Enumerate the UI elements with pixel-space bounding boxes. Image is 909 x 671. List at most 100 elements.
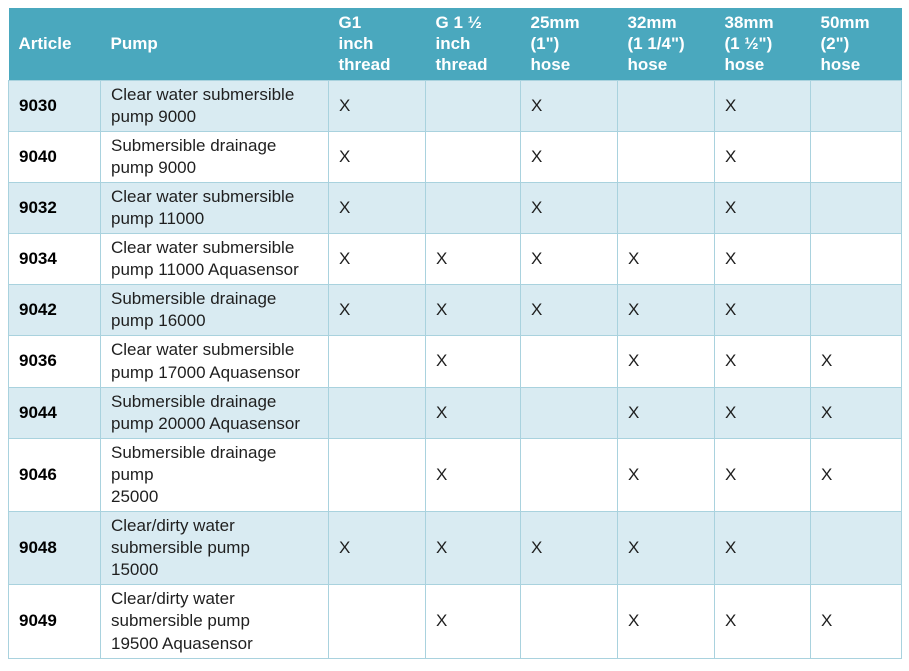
mark-cell: X	[714, 130, 811, 183]
mark-cell	[520, 335, 618, 388]
pump-cell: Clear water submersible pump 17000 Aquas…	[100, 335, 329, 388]
pump-cell: Clear/dirty water submersible pump 15000	[100, 511, 329, 586]
pump-cell: Clear water submersible pump 11000	[100, 181, 329, 235]
table-row: 9048 Clear/dirty water submersible pump 1…	[8, 511, 902, 586]
mark-cell	[617, 79, 715, 132]
column-header: G 1 ½ inch thread	[425, 8, 521, 80]
mark-cell	[810, 130, 902, 183]
mark-cell: X	[617, 437, 715, 513]
article-cell: 9048	[8, 511, 101, 586]
table-row: 9030 Clear water submersible pump 9000 X X X	[8, 79, 902, 132]
mark-cell	[810, 181, 902, 235]
column-header: 50mm (2") hose	[810, 8, 902, 80]
table-row: 9049 Clear/dirty water submersible pump 1…	[8, 584, 902, 659]
mark-cell: X	[714, 79, 811, 132]
mark-cell	[810, 284, 902, 337]
pump-cell: Submersible drainage pump 9000	[100, 130, 329, 183]
header-row: Article Pump G1 inch thread G 1 ½ inch thre…	[8, 8, 902, 80]
mark-cell	[328, 437, 426, 513]
mark-cell	[425, 79, 521, 132]
mark-cell	[810, 233, 902, 286]
mark-cell	[328, 584, 426, 659]
mark-cell: X	[425, 437, 521, 513]
column-header: 25mm (1") hose	[520, 8, 618, 80]
mark-cell: X	[520, 511, 618, 586]
pump-compatibility-table: Article Pump G1 inch thread G 1 ½ inch thre…	[8, 8, 902, 659]
article-cell: 9044	[8, 386, 101, 439]
table-row: 9032 Clear water submersible pump 11000 X X…	[8, 181, 902, 235]
mark-cell: X	[520, 79, 618, 132]
mark-cell: X	[714, 437, 811, 513]
mark-cell	[520, 386, 618, 439]
mark-cell	[328, 335, 426, 388]
table-row: 9044 Submersible drainage pump 20000 Aqua…	[8, 386, 902, 439]
mark-cell: X	[328, 181, 426, 235]
column-header: Pump	[100, 8, 329, 80]
mark-cell: X	[714, 284, 811, 337]
column-header: Article	[8, 8, 101, 80]
mark-cell: X	[617, 233, 715, 286]
mark-cell: X	[328, 284, 426, 337]
mark-cell: X	[520, 284, 618, 337]
table-row: 9046 Submersible drainage pump 25000 X X X X	[8, 437, 902, 513]
mark-cell: X	[328, 79, 426, 132]
mark-cell: X	[714, 386, 811, 439]
mark-cell: X	[714, 511, 811, 586]
mark-cell	[520, 437, 618, 513]
mark-cell: X	[425, 386, 521, 439]
table-row: 9034 Clear water submersible pump 11000 A…	[8, 233, 902, 286]
table-body: 9030 Clear water submersible pump 9000 X X X…	[8, 79, 902, 659]
article-cell: 9030	[8, 79, 101, 132]
mark-cell: X	[520, 181, 618, 235]
mark-cell: X	[617, 386, 715, 439]
pump-cell: Submersible drainage pump 20000 Aquasens…	[100, 386, 329, 439]
mark-cell: X	[810, 584, 902, 659]
table-row: 9042 Submersible drainage pump 16000 X X X X X	[8, 284, 902, 337]
mark-cell: X	[810, 386, 902, 439]
column-header: 32mm (1 1/4") hose	[617, 8, 715, 80]
column-header: G1 inch thread	[328, 8, 426, 80]
column-header: 38mm (1 ½") hose	[714, 8, 811, 80]
mark-cell: X	[714, 181, 811, 235]
mark-cell: X	[520, 233, 618, 286]
mark-cell	[617, 181, 715, 235]
mark-cell: X	[328, 233, 426, 286]
mark-cell: X	[810, 437, 902, 513]
mark-cell	[810, 511, 902, 586]
article-cell: 9036	[8, 335, 101, 388]
pump-cell: Clear water submersible pump 11000 Aquas…	[100, 233, 329, 286]
mark-cell	[810, 79, 902, 132]
article-cell: 9040	[8, 130, 101, 183]
mark-cell: X	[714, 335, 811, 388]
mark-cell	[520, 584, 618, 659]
table-row: 9036 Clear water submersible pump 17000 A…	[8, 335, 902, 388]
mark-cell	[425, 130, 521, 183]
mark-cell: X	[425, 511, 521, 586]
mark-cell: X	[328, 511, 426, 586]
mark-cell: X	[617, 511, 715, 586]
mark-cell	[425, 181, 521, 235]
mark-cell: X	[425, 284, 521, 337]
mark-cell	[617, 130, 715, 183]
mark-cell: X	[617, 284, 715, 337]
mark-cell	[328, 386, 426, 439]
mark-cell: X	[425, 335, 521, 388]
pump-cell: Clear/dirty water submersible pump 19500…	[100, 584, 329, 659]
pump-cell: Submersible drainage pump 16000	[100, 284, 329, 337]
article-cell: 9034	[8, 233, 101, 286]
mark-cell: X	[714, 233, 811, 286]
mark-cell: X	[617, 584, 715, 659]
mark-cell: X	[810, 335, 902, 388]
mark-cell: X	[328, 130, 426, 183]
mark-cell: X	[425, 233, 521, 286]
article-cell: 9046	[8, 437, 101, 513]
mark-cell: X	[425, 584, 521, 659]
pump-cell: Submersible drainage pump 25000	[100, 437, 329, 513]
table-row: 9040 Submersible drainage pump 9000 X X X	[8, 130, 902, 183]
article-cell: 9042	[8, 284, 101, 337]
mark-cell: X	[714, 584, 811, 659]
pump-cell: Clear water submersible pump 9000	[100, 79, 329, 132]
mark-cell: X	[520, 130, 618, 183]
article-cell: 9049	[8, 584, 101, 659]
mark-cell: X	[617, 335, 715, 388]
